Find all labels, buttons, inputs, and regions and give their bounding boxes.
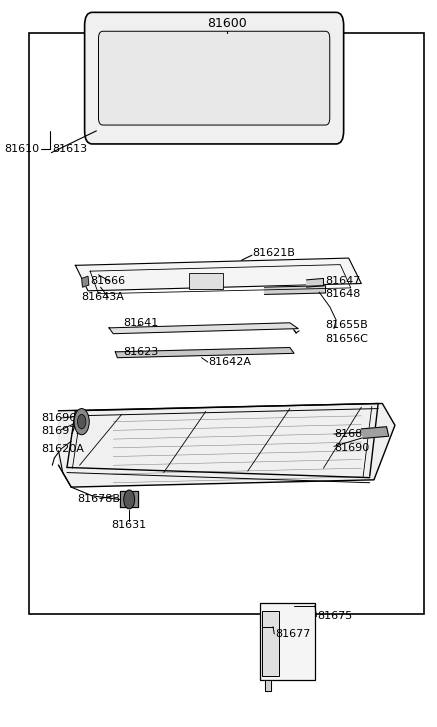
Polygon shape — [264, 286, 326, 294]
Polygon shape — [82, 276, 89, 287]
Bar — [189, 273, 222, 289]
Text: 81666: 81666 — [90, 276, 125, 286]
Bar — [29, 33, 424, 614]
Polygon shape — [120, 491, 139, 507]
Text: 81620A: 81620A — [41, 443, 84, 454]
Text: 81643A: 81643A — [82, 292, 125, 302]
Text: 81600: 81600 — [207, 17, 246, 30]
Text: 81642A: 81642A — [208, 357, 251, 367]
Text: 81697A: 81697A — [42, 426, 85, 436]
Polygon shape — [59, 403, 395, 487]
FancyBboxPatch shape — [85, 12, 343, 144]
Polygon shape — [115, 348, 294, 358]
Text: 81623: 81623 — [124, 347, 159, 357]
FancyBboxPatch shape — [98, 31, 330, 125]
Text: 81647: 81647 — [326, 276, 361, 286]
Text: 81690: 81690 — [334, 443, 369, 453]
Text: 81689: 81689 — [334, 429, 369, 439]
Text: 81656C: 81656C — [326, 334, 368, 344]
Text: 81655B: 81655B — [326, 320, 368, 330]
Circle shape — [74, 409, 89, 435]
Polygon shape — [109, 323, 298, 334]
Bar — [263, 611, 279, 676]
Text: 81610: 81610 — [4, 144, 40, 154]
Polygon shape — [264, 680, 271, 691]
Text: 81677: 81677 — [275, 629, 310, 639]
Text: 81641: 81641 — [124, 318, 159, 328]
Text: 81613: 81613 — [52, 144, 87, 154]
Bar — [260, 603, 315, 680]
Text: 81678B: 81678B — [77, 494, 121, 504]
Polygon shape — [75, 258, 361, 291]
Circle shape — [77, 414, 86, 429]
Circle shape — [124, 490, 135, 509]
Text: 81648: 81648 — [326, 289, 361, 300]
Polygon shape — [307, 278, 323, 287]
Polygon shape — [361, 427, 388, 438]
Text: 81696A: 81696A — [42, 413, 85, 423]
Text: 81631: 81631 — [111, 520, 147, 530]
Text: 81675: 81675 — [317, 611, 352, 622]
Text: 81621B: 81621B — [252, 248, 295, 258]
